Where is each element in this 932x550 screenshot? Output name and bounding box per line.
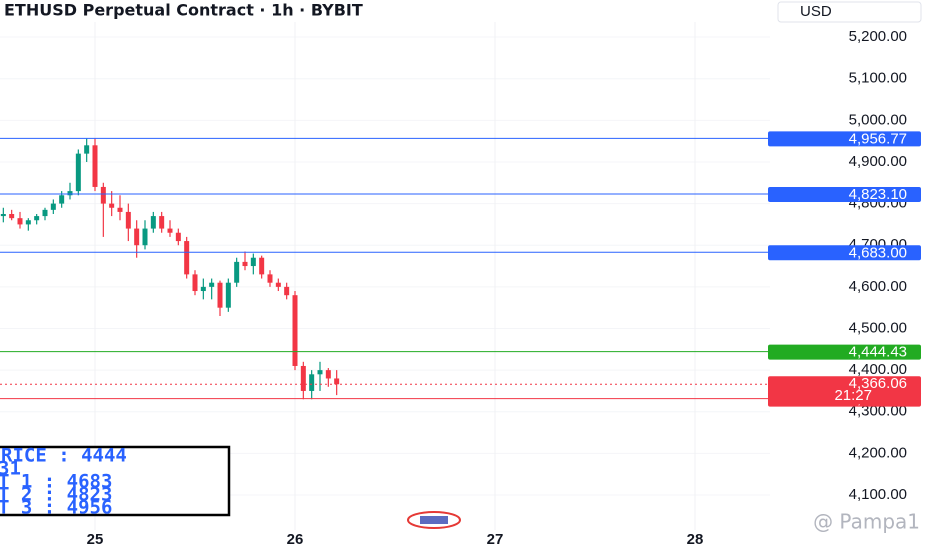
x-tick-label: 25	[87, 531, 104, 548]
y-tick-label: 4,600.00	[849, 278, 907, 295]
candle-body	[84, 145, 90, 154]
candle-body	[34, 216, 40, 221]
logo-flag	[420, 516, 448, 524]
currency: USD	[800, 3, 832, 20]
watermark: @ Pampa1	[813, 510, 920, 534]
candle-body	[242, 261, 248, 267]
candle-body	[142, 228, 148, 246]
price-tag-label: 4,823.10	[849, 186, 907, 203]
logo-ring	[407, 511, 461, 529]
y-tick-label: 4,900.00	[849, 153, 907, 170]
candle-body	[9, 214, 15, 219]
price-tag-label: 4,956.77	[849, 130, 907, 147]
candle-body	[167, 228, 173, 233]
x-tick-label: 28	[687, 531, 704, 548]
chart-title: ETHUSD Perpetual Contract · 1h · BYBIT	[4, 1, 363, 20]
note-line: T 1 : 4683	[0, 471, 112, 493]
y-tick-label: 4,100.00	[849, 486, 907, 503]
price-tag-label: 4,444.43	[849, 344, 907, 361]
candle-body	[267, 274, 273, 283]
candle-body	[59, 195, 65, 204]
candle-body	[317, 370, 323, 375]
candle-body	[109, 203, 115, 208]
current-price-label: 4,366.06	[849, 375, 907, 392]
note-line: T 2 : 4823	[0, 484, 112, 506]
candle-body	[325, 370, 331, 379]
candle-body	[67, 191, 73, 196]
x-tick-label: 27	[487, 531, 504, 548]
note-frame	[0, 445, 231, 517]
note-line: 31	[0, 458, 21, 480]
note-line: T 3 : 4956	[0, 497, 112, 519]
candle-body	[117, 207, 123, 212]
candle-body	[0, 214, 6, 217]
y-tick-label: 4,500.00	[849, 319, 907, 336]
y-tick-label: 4,200.00	[849, 444, 907, 461]
price-tag	[768, 344, 921, 360]
currency-box	[777, 1, 922, 23]
candle-body	[184, 241, 190, 275]
y-tick-label: 5,200.00	[849, 28, 907, 45]
candle-body	[42, 209, 48, 217]
candle-body	[50, 203, 56, 210]
candle-body	[209, 282, 215, 287]
price-tag	[768, 245, 921, 261]
candle-body	[334, 378, 340, 385]
current-price-tag	[768, 376, 921, 405]
candle-body	[25, 220, 31, 225]
candle-body	[175, 232, 181, 242]
candle-body	[292, 295, 298, 366]
candle-body	[192, 274, 198, 292]
candle-body	[275, 282, 281, 287]
logo	[407, 511, 461, 529]
candle-body	[217, 282, 223, 308]
candle-body	[225, 282, 231, 308]
candle-body	[259, 257, 265, 275]
candle-body	[92, 145, 98, 187]
candle-body	[150, 216, 156, 229]
candle-body	[250, 257, 256, 267]
price-tag-label: 4,683.00	[849, 244, 907, 261]
y-tick-label: 4,400.00	[849, 361, 907, 378]
price-tag	[768, 186, 921, 202]
candle-body	[159, 216, 165, 229]
countdown: 21:27	[834, 387, 872, 404]
candle-body	[100, 186, 106, 204]
y-tick-label: 5,000.00	[849, 111, 907, 128]
candle-body	[284, 286, 290, 296]
y-tick-label: 5,100.00	[849, 70, 907, 87]
candle-body	[300, 365, 306, 391]
y-tick-label: 4,300.00	[849, 403, 907, 420]
candle-body	[17, 218, 23, 225]
note-line: RICE : 4444	[1, 445, 127, 467]
candle-body	[75, 153, 81, 192]
candle-body	[125, 211, 131, 229]
candle-body	[200, 286, 206, 292]
plot-area: 4,100.00 4,200.00 4,300.00 4,400.00 4,500.00…	[0, 22, 907, 548]
price-tag	[768, 131, 921, 147]
candle-body	[309, 374, 315, 391]
x-tick-label: 26	[287, 531, 304, 548]
candle-body	[234, 261, 240, 283]
candle-body	[134, 228, 140, 246]
